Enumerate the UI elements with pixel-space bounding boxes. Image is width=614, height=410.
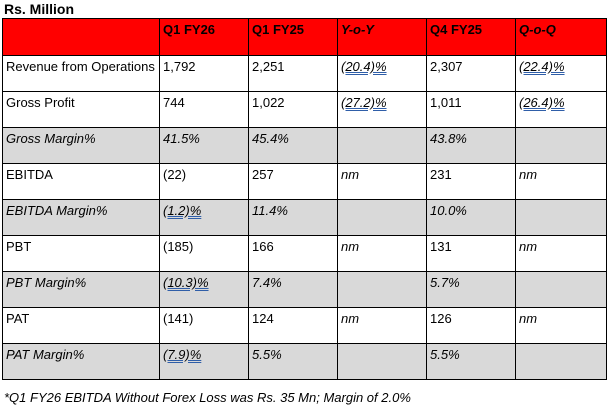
unit-label: Rs. Million <box>4 1 74 17</box>
cell-q1fy25: 5.5% <box>248 343 338 380</box>
cell-q1fy26-value: (1.2)% <box>163 203 202 218</box>
cell-q1fy25: 7.4% <box>248 271 338 308</box>
cell-q1fy25: 2,251 <box>248 55 338 92</box>
cell-q4fy25: 5.5% <box>426 343 516 380</box>
cell-q4fy25: 131 <box>426 235 516 272</box>
cell-q1fy26-value: (7.9)% <box>163 347 202 362</box>
cell-yoy <box>337 199 427 236</box>
cell-qoq: nm <box>515 307 607 344</box>
cell-q1fy26: (141) <box>159 307 249 344</box>
cell-q1fy25: 166 <box>248 235 338 272</box>
row-label: PBT <box>2 235 160 272</box>
cell-q4fy25: 2,307 <box>426 55 516 92</box>
cell-qoq: (22.4)% <box>515 55 607 92</box>
row-label: Gross Margin% <box>2 127 160 164</box>
cell-q1fy25: 1,022 <box>248 91 338 128</box>
header-cell-q4fy25: Q4 FY25 <box>426 18 516 56</box>
cell-yoy: (27.2)% <box>337 91 427 128</box>
cell-qoq-value: (26.4)% <box>519 95 565 110</box>
cell-qoq: (26.4)% <box>515 91 607 128</box>
financial-results-table: Q1 FY26 Q1 FY25 Y-o-Y Q4 FY25 Q-o-Q Reve… <box>2 18 607 380</box>
table-row: Gross Profit 744 1,022 (27.2)% 1,011 (26… <box>2 91 607 128</box>
header-cell-q1fy26: Q1 FY26 <box>159 18 249 56</box>
table-row: PBT (185) 166 nm 131 nm <box>2 235 607 272</box>
cell-q4fy25: 231 <box>426 163 516 200</box>
cell-qoq-value: (22.4)% <box>519 59 565 74</box>
cell-q1fy25: 11.4% <box>248 199 338 236</box>
header-row: Q1 FY26 Q1 FY25 Y-o-Y Q4 FY25 Q-o-Q <box>2 18 607 56</box>
row-label: EBITDA Margin% <box>2 199 160 236</box>
cell-q1fy26: (10.3)% <box>159 271 249 308</box>
row-label: PAT <box>2 307 160 344</box>
footnote: *Q1 FY26 EBITDA Without Forex Loss was R… <box>4 390 411 405</box>
cell-qoq <box>515 343 607 380</box>
cell-yoy: (20.4)% <box>337 55 427 92</box>
cell-q4fy25: 43.8% <box>426 127 516 164</box>
row-label: Revenue from Operations <box>2 55 160 92</box>
cell-qoq: nm <box>515 163 607 200</box>
cell-q1fy26: (1.2)% <box>159 199 249 236</box>
table-row: Revenue from Operations 1,792 2,251 (20.… <box>2 55 607 92</box>
cell-yoy <box>337 127 427 164</box>
header-cell-q1fy25: Q1 FY25 <box>248 18 338 56</box>
cell-q1fy26: 1,792 <box>159 55 249 92</box>
cell-yoy-value: (27.2)% <box>341 95 387 110</box>
cell-q4fy25: 10.0% <box>426 199 516 236</box>
cell-yoy: nm <box>337 163 427 200</box>
cell-q1fy26: (185) <box>159 235 249 272</box>
table-row: PAT (141) 124 nm 126 nm <box>2 307 607 344</box>
cell-q1fy26: 744 <box>159 91 249 128</box>
table-row: EBITDA Margin% (1.2)% 11.4% 10.0% <box>2 199 607 236</box>
row-label: PAT Margin% <box>2 343 160 380</box>
cell-q1fy26: (7.9)% <box>159 343 249 380</box>
cell-q4fy25: 126 <box>426 307 516 344</box>
cell-yoy <box>337 271 427 308</box>
cell-yoy: nm <box>337 307 427 344</box>
cell-q4fy25: 5.7% <box>426 271 516 308</box>
cell-qoq <box>515 271 607 308</box>
cell-q4fy25: 1,011 <box>426 91 516 128</box>
cell-q1fy25: 257 <box>248 163 338 200</box>
table-row: Gross Margin% 41.5% 45.4% 43.8% <box>2 127 607 164</box>
header-cell-qoq: Q-o-Q <box>515 18 607 56</box>
cell-yoy: nm <box>337 235 427 272</box>
header-cell-yoy: Y-o-Y <box>337 18 427 56</box>
row-label: EBITDA <box>2 163 160 200</box>
table-row: EBITDA (22) 257 nm 231 nm <box>2 163 607 200</box>
cell-qoq <box>515 127 607 164</box>
cell-yoy-value: (20.4)% <box>341 59 387 74</box>
cell-q1fy26-value: (10.3)% <box>163 275 209 290</box>
table-row: PAT Margin% (7.9)% 5.5% 5.5% <box>2 343 607 380</box>
cell-yoy <box>337 343 427 380</box>
cell-q1fy25: 45.4% <box>248 127 338 164</box>
cell-q1fy26: 41.5% <box>159 127 249 164</box>
row-label: Gross Profit <box>2 91 160 128</box>
cell-q1fy26: (22) <box>159 163 249 200</box>
cell-qoq <box>515 199 607 236</box>
header-cell-label <box>2 18 160 56</box>
row-label: PBT Margin% <box>2 271 160 308</box>
table-row: PBT Margin% (10.3)% 7.4% 5.7% <box>2 271 607 308</box>
cell-qoq: nm <box>515 235 607 272</box>
cell-q1fy25: 124 <box>248 307 338 344</box>
